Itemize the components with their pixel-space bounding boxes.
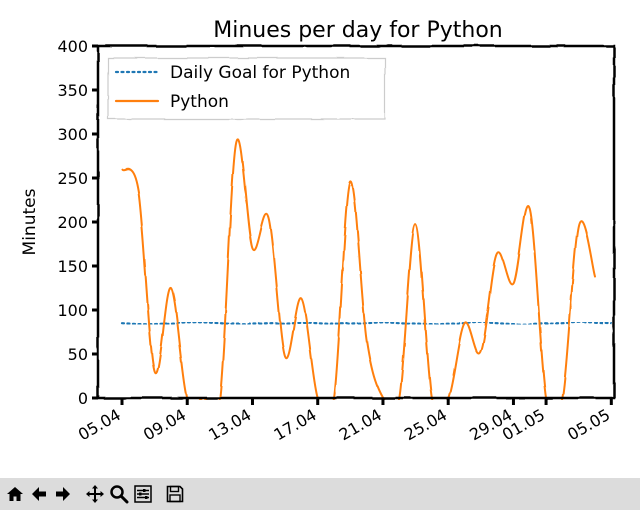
plot-frame <box>96 44 616 400</box>
y-axis-label: Minutes <box>20 188 40 255</box>
y-tick-label: 100 <box>57 301 88 320</box>
y-tick-label: 250 <box>57 169 88 188</box>
axes-frame <box>96 44 616 400</box>
legend-label: Python <box>170 92 229 112</box>
forward-icon <box>56 487 70 501</box>
x-axis-ticks: 05.04 09.04 13.04 17.04 21.04 25.04 29.0401.05… <box>75 398 613 444</box>
save-icon <box>166 485 184 503</box>
series-line-python <box>121 138 596 400</box>
zoom-icon <box>110 485 129 504</box>
y-tick-label: 150 <box>57 257 88 276</box>
home-icon <box>7 487 23 501</box>
back-icon <box>32 487 46 501</box>
legend-label: Daily Goal for Python <box>170 63 350 83</box>
y-tick-label: 0 <box>78 389 88 408</box>
plot-area <box>120 138 613 400</box>
configure-icon <box>134 485 152 503</box>
y-tick-label: 50 <box>68 345 88 364</box>
chart-svg: Minues per day for Python Minutes 0 50 100… <box>20 18 616 444</box>
legend: Daily Goal for Python Python <box>107 57 386 120</box>
chart-figure: Minues per day for Python Minutes 0 50 100… <box>20 18 616 444</box>
x-tick-label: 05.04 <box>75 405 124 444</box>
y-axis-ticks: 0 50 100 150 200 250 300 350 400 <box>57 37 98 408</box>
legend-box <box>107 57 386 120</box>
y-tick-label: 350 <box>57 81 88 100</box>
x-tick-label: 13.04 <box>205 405 254 444</box>
x-tick-label: 17.04 <box>271 405 320 444</box>
navigation-toolbar <box>0 478 640 510</box>
chart-title: Minues per day for Python <box>213 18 502 43</box>
y-tick-label: 200 <box>57 213 88 232</box>
back-button[interactable] <box>28 482 50 506</box>
x-tick-label: 09.04 <box>140 405 189 444</box>
x-tick-label: 21.04 <box>336 405 385 444</box>
series-line-daily-goal <box>120 321 613 326</box>
configure-subplots-button[interactable] <box>132 482 154 506</box>
x-tick-label: 05.05 <box>564 405 613 444</box>
forward-button[interactable] <box>52 482 74 506</box>
pan-icon <box>86 485 104 503</box>
y-tick-label: 300 <box>57 125 88 144</box>
save-button[interactable] <box>164 482 186 506</box>
y-tick-label: 400 <box>57 37 88 56</box>
home-button[interactable] <box>4 482 26 506</box>
zoom-button[interactable] <box>108 482 130 506</box>
pan-button[interactable] <box>84 482 106 506</box>
x-tick-label: 25.04 <box>401 405 450 444</box>
